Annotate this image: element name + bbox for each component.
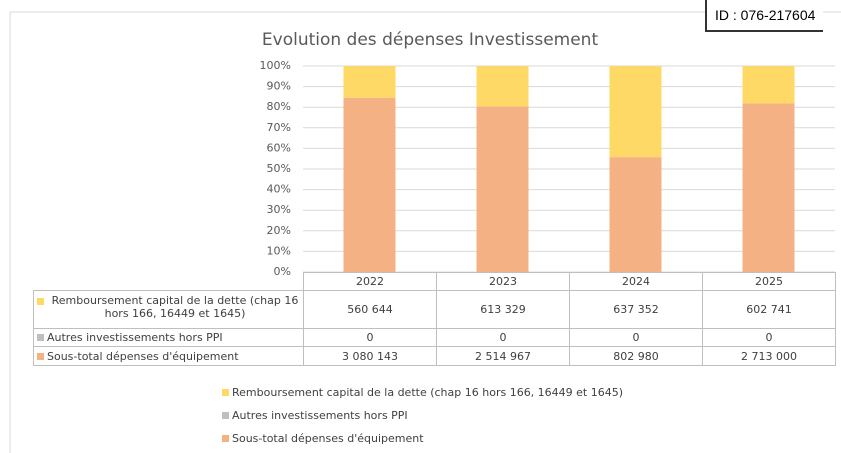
row-label-text: Sous-total dépenses d'équipement	[47, 349, 239, 363]
table-cell: 0	[702, 328, 836, 347]
bar-segment	[609, 66, 662, 158]
table-cell: 0	[569, 328, 703, 347]
row-label-text: Autres investissements hors PPI	[47, 331, 223, 344]
legend-label: Remboursement capital de la dette (chap …	[232, 385, 624, 399]
y-tick-label: 80%	[267, 100, 291, 113]
legend-item: Remboursement capital de la dette (chap …	[222, 384, 623, 400]
bar-segment	[742, 103, 795, 273]
chart-title: Evolution des dépenses Investissement	[262, 30, 599, 50]
table-cell: 560 644	[303, 290, 437, 329]
table-cell: 637 352	[569, 290, 703, 329]
y-tick-label: 50%	[267, 162, 291, 175]
table-cell: 0	[436, 328, 570, 347]
legend-swatch	[222, 411, 229, 419]
table-header-cell: 2023	[436, 272, 570, 291]
legend-swatch	[37, 298, 44, 305]
bar-segment	[476, 66, 529, 107]
legend-swatch	[222, 434, 229, 442]
y-tick-label: 60%	[267, 141, 291, 154]
bar-segment	[476, 106, 529, 272]
table-cell: 2 514 967	[436, 346, 570, 366]
legend-label: Sous-total dépenses d'équipement	[232, 431, 424, 445]
y-tick-label: 40%	[267, 183, 291, 196]
legend-swatch	[222, 388, 229, 396]
table-cell: 802 980	[569, 346, 703, 366]
bar-segment	[742, 66, 795, 104]
legend-item: Sous-total dépenses d'équipement	[222, 430, 424, 446]
table-header-cell: 2022	[303, 272, 437, 291]
y-tick-label: 20%	[267, 224, 291, 237]
table-header-cell: 2025	[702, 272, 836, 291]
table-row-label: Autres investissements hors PPI	[33, 328, 304, 347]
table-cell: 2 713 000	[702, 346, 836, 366]
y-tick-label: 90%	[267, 80, 291, 93]
y-tick-label: 30%	[267, 203, 291, 216]
bar-segment	[343, 97, 396, 272]
y-tick-label: 10%	[267, 244, 291, 257]
legend-item: Autres investissements hors PPI	[222, 407, 408, 423]
table-cell: 0	[303, 328, 437, 347]
table-cell: 602 741	[702, 290, 836, 329]
legend-swatch	[37, 334, 44, 341]
id-stamp: ID : 076-217604	[705, 0, 824, 32]
bar-segment	[609, 157, 662, 272]
table-header-cell: 2024	[569, 272, 703, 291]
legend-swatch	[37, 352, 44, 360]
y-tick-label: 0%	[274, 265, 291, 278]
y-tick-label: 100%	[260, 59, 291, 72]
y-tick-label: 70%	[267, 121, 291, 134]
bar-segment	[343, 66, 396, 98]
table-row-label: Remboursement capital de la dette (chap …	[33, 290, 304, 329]
table-row-label: Sous-total dépenses d'équipement	[33, 346, 304, 366]
table-cell: 613 329	[436, 290, 570, 329]
table-cell: 3 080 143	[303, 346, 437, 366]
legend-label: Autres investissements hors PPI	[232, 408, 408, 422]
row-label-text: Remboursement capital de la dette (chap …	[51, 294, 299, 320]
